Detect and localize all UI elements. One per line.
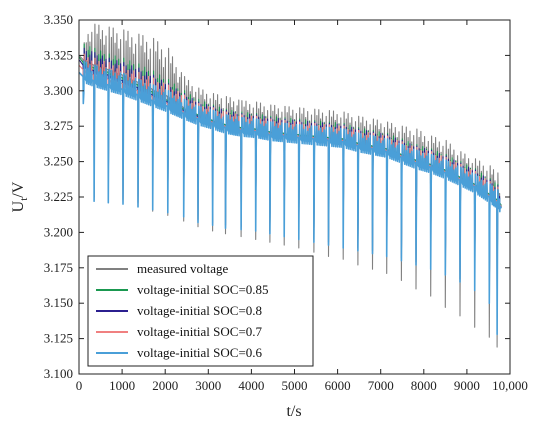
legend-label-soc-08: voltage-initial SOC=0.8 [137, 303, 262, 318]
y-tick-label: 3.350 [44, 12, 73, 27]
legend-label-soc-085: voltage-initial SOC=0.85 [137, 282, 269, 297]
x-tick-label: 5000 [282, 378, 308, 393]
y-tick-label: 3.125 [44, 331, 73, 346]
y-tick-label: 3.250 [44, 154, 73, 169]
y-tick-labels: 3.100 3.125 3.150 3.175 3.200 3.225 3.250 3.275… [44, 12, 73, 381]
y-tick-label: 3.225 [44, 189, 73, 204]
x-tick-label: 1000 [109, 378, 135, 393]
legend-label-soc-07: voltage-initial SOC=0.7 [137, 324, 263, 339]
series-line-4 [78, 60, 503, 336]
y-tick-label: 3.200 [44, 224, 73, 239]
x-tick-label: 0 [76, 378, 83, 393]
x-tick-label: 4000 [238, 378, 264, 393]
x-tick-label: 2000 [152, 378, 178, 393]
series-layer [78, 23, 503, 348]
x-tick-label: 3000 [195, 378, 221, 393]
x-tick-label: 10,000 [492, 378, 528, 393]
y-tick-label: 3.275 [44, 118, 73, 133]
y-tick-label: 3.300 [44, 83, 73, 98]
y-tick-label: 3.150 [44, 295, 73, 310]
y-tick-label: 3.175 [44, 260, 73, 275]
legend-label-measured: measured voltage [137, 261, 229, 276]
x-axis-title: t/s [286, 403, 301, 420]
y-axis-title: Ut/V [10, 181, 30, 212]
y-axis-title-main: U [10, 200, 27, 212]
x-tick-label: 6000 [325, 378, 351, 393]
x-tick-label: 8000 [411, 378, 437, 393]
x-tick-label: 7000 [368, 378, 394, 393]
y-axis-title-subscript: t [18, 198, 30, 201]
axis-ticks [78, 19, 511, 375]
chart-legend: measured voltage voltage-initial SOC=0.8… [87, 255, 314, 367]
y-tick-label: 3.100 [44, 366, 73, 381]
legend-label-soc-06: voltage-initial SOC=0.6 [137, 345, 263, 360]
x-tick-label: 9000 [454, 378, 480, 393]
y-tick-label: 3.325 [44, 47, 73, 62]
y-axis-title-unit: /V [10, 181, 27, 197]
x-tick-labels: 0 1000 2000 3000 4000 5000 6000 7000 8000 9000 10,… [76, 378, 528, 393]
